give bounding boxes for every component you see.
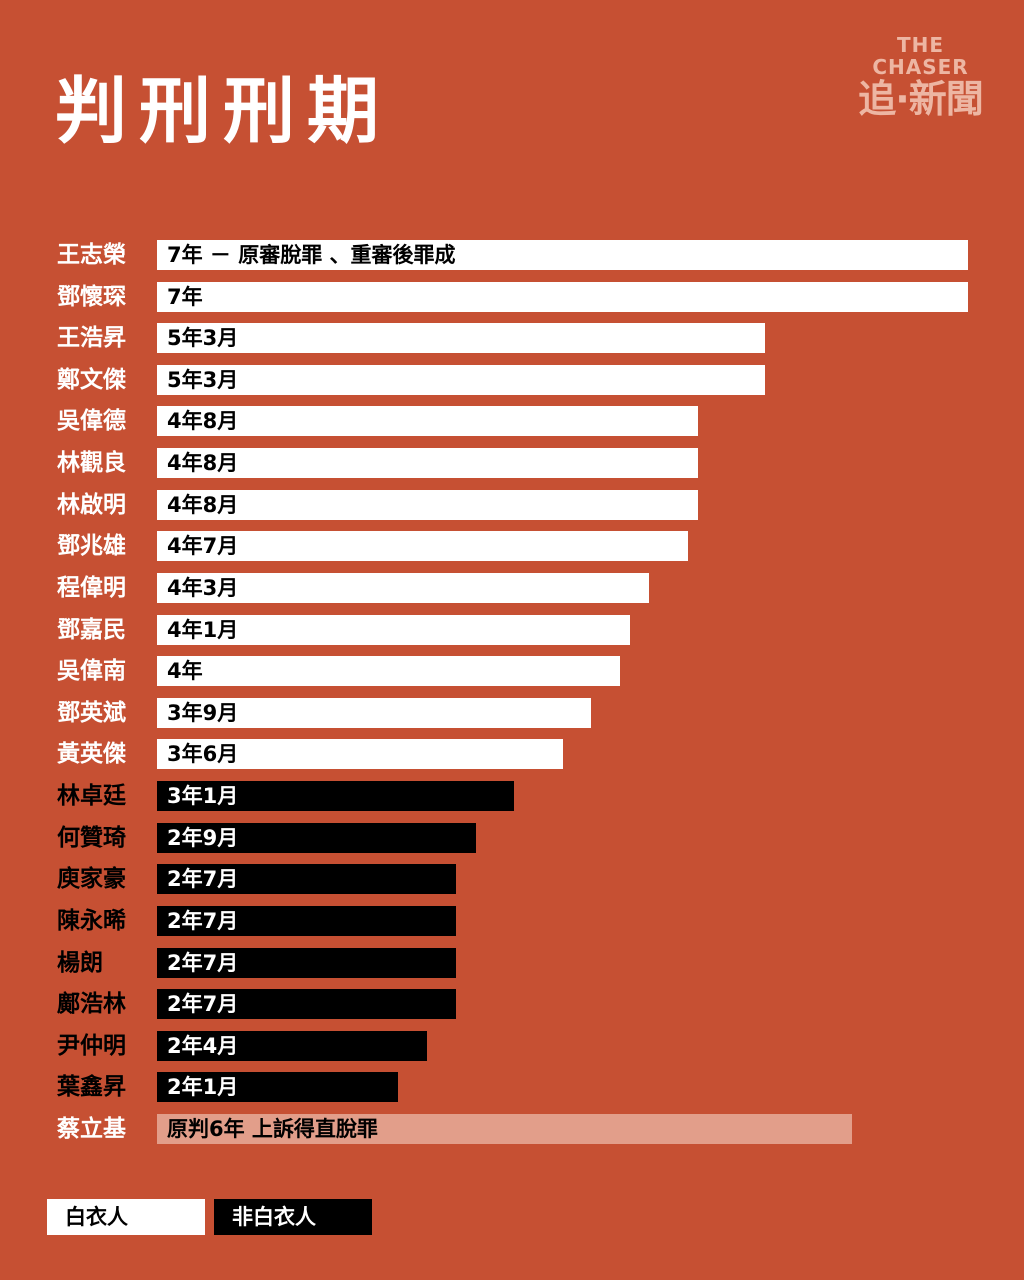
bar-label: 4年 <box>167 659 203 683</box>
bar-label: 5年3月 <box>167 326 239 350</box>
row-name: 鄧嘉民 <box>57 617 126 643</box>
bar-label: 2年9月 <box>167 826 239 850</box>
row-name: 林觀良 <box>57 450 126 476</box>
row-name: 尹仲明 <box>57 1033 126 1059</box>
bar <box>157 448 698 478</box>
bar <box>157 573 650 603</box>
bar <box>157 323 766 353</box>
bar <box>157 781 515 811</box>
bar-label: 4年3月 <box>167 576 239 600</box>
row-name: 鄧懷琛 <box>57 284 126 310</box>
bar <box>157 989 457 1019</box>
row-name: 鄧英斌 <box>57 700 126 726</box>
bar <box>157 531 688 561</box>
bar <box>157 490 698 520</box>
bar-label: 7年 － 原審脫罪 、重審後罪成 <box>167 243 456 267</box>
bar <box>157 1072 399 1102</box>
bar <box>157 906 457 936</box>
row-name: 陳永晞 <box>57 908 126 934</box>
row-name: 黃英傑 <box>57 741 126 767</box>
row-name: 鄧兆雄 <box>57 533 126 559</box>
bar-label: 2年7月 <box>167 951 239 975</box>
bar-label: 2年4月 <box>167 1034 239 1058</box>
row-name: 吳偉德 <box>57 408 126 434</box>
row-name: 鄺浩林 <box>57 991 126 1017</box>
bar-label: 5年3月 <box>167 368 239 392</box>
bar-label: 3年6月 <box>167 742 239 766</box>
row-name: 蔡立基 <box>57 1116 126 1142</box>
legend-label: 白衣人 <box>65 1205 128 1229</box>
row-name: 王志榮 <box>57 242 126 268</box>
row-name: 王浩昇 <box>57 325 126 351</box>
legend-label: 非白衣人 <box>232 1205 316 1229</box>
logo-chinese: 追·新聞 <box>858 77 983 121</box>
bar-label: 7年 <box>167 285 203 309</box>
bar-label: 4年8月 <box>167 451 239 475</box>
bar <box>157 656 621 686</box>
bar <box>157 823 476 853</box>
row-name: 林啟明 <box>57 492 126 518</box>
row-name: 吳偉南 <box>57 658 126 684</box>
bar-label: 2年7月 <box>167 867 239 891</box>
bar-label: 4年8月 <box>167 493 239 517</box>
bar <box>157 406 698 436</box>
bar <box>157 615 631 645</box>
row-name: 庾家豪 <box>57 866 126 892</box>
bar-label: 4年7月 <box>167 534 239 558</box>
bar-label: 3年1月 <box>167 784 239 808</box>
row-name: 何贊琦 <box>57 825 126 851</box>
bar <box>157 1031 428 1061</box>
legend-non-white-clothed: 非白衣人 <box>214 1199 372 1235</box>
bar-label: 3年9月 <box>167 701 239 725</box>
the-chaser-logo: THE CHASER 追·新聞 <box>848 34 993 120</box>
bar-label: 2年7月 <box>167 992 239 1016</box>
row-name: 鄭文傑 <box>57 367 126 393</box>
bar <box>157 365 766 395</box>
bar <box>157 948 457 978</box>
bar-label: 4年1月 <box>167 618 239 642</box>
bar-label: 2年7月 <box>167 909 239 933</box>
bar-label: 4年8月 <box>167 409 239 433</box>
bar <box>157 1114 853 1144</box>
bar <box>157 282 968 312</box>
bar <box>157 739 563 769</box>
legend-white-clothed: 白衣人 <box>47 1199 205 1235</box>
bar <box>157 864 457 894</box>
page-title: 判刑刑期 <box>55 68 392 153</box>
bar-label: 2年1月 <box>167 1075 239 1099</box>
row-name: 程偉明 <box>57 575 126 601</box>
bar <box>157 240 968 270</box>
row-name: 葉鑫昇 <box>57 1074 126 1100</box>
bar-label: 原判6年 上訴得直脫罪 <box>167 1117 378 1141</box>
logo-english: THE CHASER <box>872 33 969 79</box>
bar <box>157 698 592 728</box>
row-name: 林卓廷 <box>57 783 126 809</box>
row-name: 楊朗 <box>57 950 103 976</box>
